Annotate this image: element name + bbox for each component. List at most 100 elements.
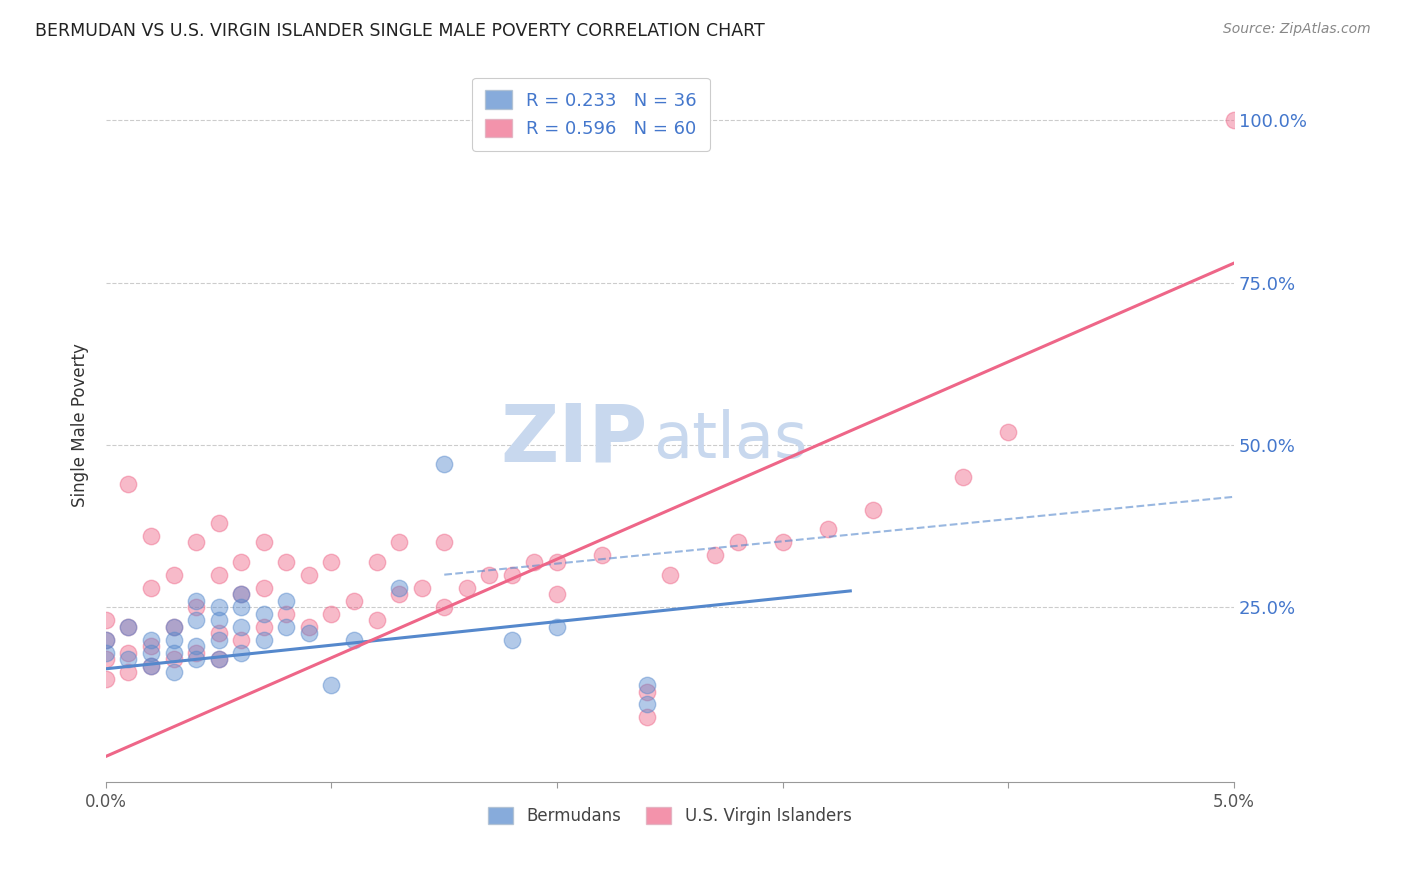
Point [117,646,139,660]
Legend: Bermudans, U.S. Virgin Islanders: Bermudans, U.S. Virgin Islanders [478,797,862,835]
Point [591,548,613,562]
Text: ZIP: ZIP [501,401,647,479]
Point [162,665,184,679]
Point [546,619,568,633]
Point [208,600,231,615]
Point [231,587,253,601]
Point [817,522,839,536]
Point [117,652,139,666]
Point [139,639,162,653]
Point [94,613,117,627]
Point [433,535,456,549]
Point [276,619,298,633]
Point [456,581,478,595]
Point [139,646,162,660]
Point [162,567,184,582]
Point [162,619,184,633]
Point [231,632,253,647]
Point [636,684,658,698]
Text: BERMUDAN VS U.S. VIRGIN ISLANDER SINGLE MALE POVERTY CORRELATION CHART: BERMUDAN VS U.S. VIRGIN ISLANDER SINGLE … [35,22,765,40]
Point [184,535,207,549]
Point [433,600,456,615]
Point [184,652,207,666]
Point [388,581,411,595]
Point [546,555,568,569]
Point [343,632,366,647]
Point [162,632,184,647]
Point [94,632,117,647]
Point [276,593,298,607]
Text: atlas: atlas [652,409,807,471]
Point [94,672,117,686]
Point [321,607,343,621]
Point [184,613,207,627]
Point [162,652,184,666]
Point [321,555,343,569]
Point [184,600,207,615]
Point [162,619,184,633]
Point [298,626,321,640]
Text: Source: ZipAtlas.com: Source: ZipAtlas.com [1223,22,1371,37]
Point [366,555,388,569]
Point [208,626,231,640]
Point [117,619,139,633]
Point [94,646,117,660]
Point [727,535,749,549]
Point [366,613,388,627]
Point [184,646,207,660]
Point [184,639,207,653]
Point [276,607,298,621]
Point [952,470,974,484]
Point [208,516,231,530]
Point [276,555,298,569]
Point [117,619,139,633]
Point [388,535,411,549]
Point [231,587,253,601]
Point [139,529,162,543]
Point [636,710,658,724]
Point [231,646,253,660]
Point [253,632,276,647]
Point [772,535,794,549]
Point [321,678,343,692]
Point [1223,113,1246,128]
Y-axis label: Single Male Poverty: Single Male Poverty [72,343,89,508]
Point [184,593,207,607]
Point [139,658,162,673]
Point [117,476,139,491]
Point [208,632,231,647]
Point [704,548,727,562]
Point [117,665,139,679]
Point [411,581,433,595]
Point [636,678,658,692]
Point [208,652,231,666]
Point [478,567,501,582]
Point [501,632,523,647]
Point [139,581,162,595]
Point [253,535,276,549]
Point [343,593,366,607]
Point [94,652,117,666]
Point [253,619,276,633]
Point [298,567,321,582]
Point [658,567,681,582]
Point [231,600,253,615]
Point [862,503,884,517]
Point [636,698,658,712]
Point [388,587,411,601]
Point [94,632,117,647]
Point [139,632,162,647]
Point [546,587,568,601]
Point [501,567,523,582]
Point [253,607,276,621]
Point [298,619,321,633]
Point [253,581,276,595]
Point [231,619,253,633]
Point [433,458,456,472]
Point [208,613,231,627]
Point [231,555,253,569]
Point [162,646,184,660]
Point [208,652,231,666]
Point [139,658,162,673]
Point [208,567,231,582]
